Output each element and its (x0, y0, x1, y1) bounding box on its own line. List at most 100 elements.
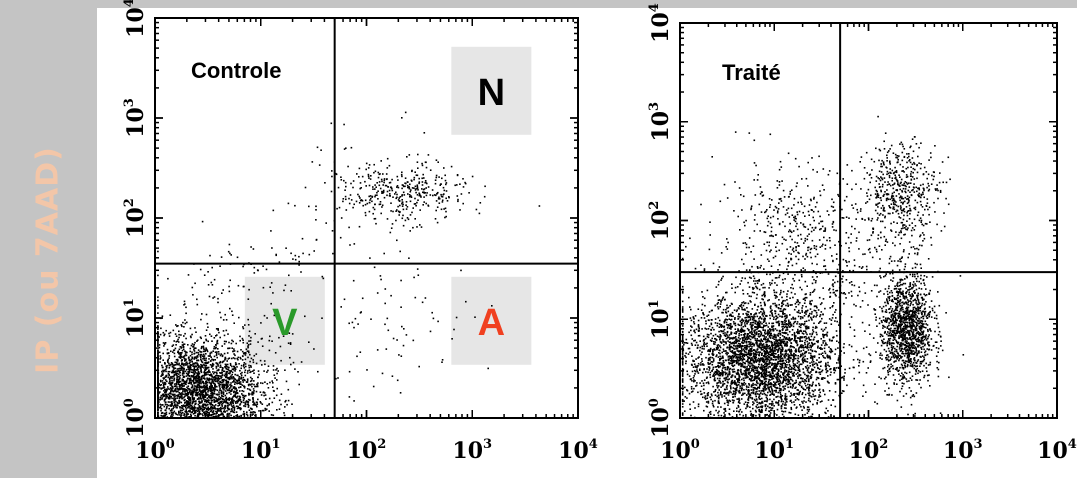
scatter-point (196, 355, 199, 357)
scatter-point (227, 377, 230, 380)
scatter-point (829, 339, 831, 342)
scatter-point (719, 337, 721, 340)
scatter-point (696, 366, 698, 369)
x-tick-label: 103 (452, 437, 492, 464)
scatter-point (215, 344, 217, 346)
scatter-point (277, 370, 279, 372)
scatter-point (173, 364, 175, 366)
scatter-point (397, 179, 399, 181)
scatter-point (212, 372, 215, 375)
scatter-point (725, 341, 727, 343)
scatter-point (157, 340, 159, 343)
scatter-point (218, 393, 220, 395)
scatter-point (181, 396, 183, 398)
scatter-point (160, 409, 162, 412)
scatter-point (176, 372, 178, 375)
scatter-point (222, 417, 225, 419)
scatter-point (276, 379, 278, 381)
scatter-point (210, 389, 213, 391)
scatter-point (441, 199, 444, 202)
scatter-point (210, 383, 212, 385)
scatter-point (208, 377, 211, 380)
scatter-point (247, 404, 250, 407)
scatter-point (219, 380, 222, 383)
scatter-point (215, 397, 217, 399)
scatter-point (160, 327, 162, 330)
scatter-point (213, 380, 215, 382)
scatter-point (157, 412, 159, 414)
scatter-point (160, 380, 162, 383)
scatter-point (188, 381, 191, 383)
scatter-point (177, 338, 179, 341)
scatter-point (435, 159, 438, 161)
scatter-point (687, 347, 690, 350)
scatter-point (752, 366, 754, 368)
scatter-point (203, 386, 205, 389)
scatter-point (207, 361, 209, 364)
scatter-point (179, 406, 181, 408)
scatter-point (200, 368, 202, 370)
scatter-point (729, 323, 732, 325)
scatter-point (802, 357, 804, 360)
scatter-point (226, 417, 229, 419)
scatter-point (157, 397, 159, 400)
scatter-point (352, 186, 354, 189)
scatter-point (227, 368, 230, 371)
scatter-point (439, 183, 442, 185)
scatter-point (220, 413, 223, 415)
scatter-point (338, 206, 341, 209)
scatter-point (754, 339, 757, 341)
scatter-point (401, 171, 403, 174)
scatter-point (769, 311, 772, 313)
scatter-point (209, 333, 211, 336)
scatter-point (397, 210, 400, 213)
scatter-point (255, 404, 257, 406)
scatter-point (202, 406, 204, 408)
scatter-point (200, 382, 202, 385)
scatter-point (234, 354, 236, 357)
scatter-point (780, 363, 782, 365)
scatter-point (768, 361, 771, 363)
scatter-point (423, 188, 426, 190)
scatter-point (205, 362, 207, 365)
scatter-point (242, 355, 244, 358)
scatter-point (208, 411, 210, 414)
scatter-point (181, 409, 183, 412)
scatter-point (258, 373, 260, 376)
scatter-point (398, 200, 401, 202)
scatter-point (832, 313, 834, 316)
scatter-point (364, 211, 367, 214)
scatter-point (771, 315, 774, 317)
scatter-point (708, 366, 711, 368)
scatter-point (424, 181, 426, 184)
scatter-point (222, 391, 225, 393)
scatter-point (247, 324, 250, 326)
scatter-point (192, 390, 194, 393)
scatter-point (203, 357, 206, 360)
scatter-point (376, 194, 378, 196)
scatter-point (763, 324, 765, 327)
scatter-point (157, 360, 159, 363)
scatter-point (185, 354, 188, 357)
scatter-point (236, 392, 239, 394)
scatter-point (225, 379, 228, 382)
scatter-point (175, 413, 178, 416)
y-tick-label: 102 (122, 198, 149, 238)
scatter-point (731, 361, 734, 364)
scatter-point (383, 252, 385, 255)
scatter-point (422, 204, 424, 206)
scatter-point (368, 164, 371, 166)
scatter-point (743, 308, 746, 310)
scatter-point (226, 352, 229, 354)
scatter-point (411, 211, 413, 214)
scatter-point (781, 326, 783, 328)
scatter-point (227, 333, 229, 335)
scatter-point (165, 379, 167, 381)
scatter-point (194, 414, 196, 417)
scatter-point (162, 393, 164, 396)
scatter-point (445, 190, 448, 192)
scatter-point (247, 345, 249, 347)
scatter-point (209, 414, 212, 416)
scatter-point (787, 366, 790, 369)
scatter-point (210, 394, 212, 397)
